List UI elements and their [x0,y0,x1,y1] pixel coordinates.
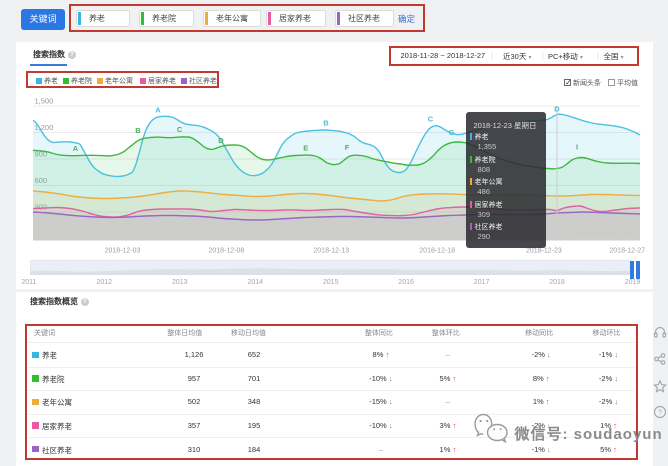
svg-text:300: 300 [35,203,48,212]
svg-text:F: F [345,143,350,152]
svg-text:D: D [218,136,224,145]
svg-text:2018-12-27: 2018-12-27 [609,248,645,255]
svg-text:I: I [576,143,578,152]
svg-text:E: E [303,144,308,153]
svg-text:A: A [155,106,161,115]
svg-text:600: 600 [35,176,48,185]
svg-text:?: ? [658,410,662,417]
svg-text:2018-12-13: 2018-12-13 [313,248,349,255]
svg-text:B: B [323,119,329,128]
svg-text:@index.baidu.com: @index.baidu.com [575,229,637,238]
svg-text:G: G [449,128,455,137]
svg-text:2018-12-03: 2018-12-03 [105,248,141,255]
svg-text:C: C [177,125,183,134]
svg-text:B: B [135,126,141,135]
svg-text:D: D [554,105,560,114]
svg-text:A: A [73,144,79,153]
svg-text:2018-12-18: 2018-12-18 [419,248,455,255]
svg-text:1,500: 1,500 [35,97,54,106]
svg-text:1,200: 1,200 [35,123,54,132]
svg-text:900: 900 [35,150,48,159]
svg-text:2018-12-08: 2018-12-08 [208,248,244,255]
svg-text:C: C [428,115,434,124]
svg-text:2018-12-23: 2018-12-23 [526,248,562,255]
